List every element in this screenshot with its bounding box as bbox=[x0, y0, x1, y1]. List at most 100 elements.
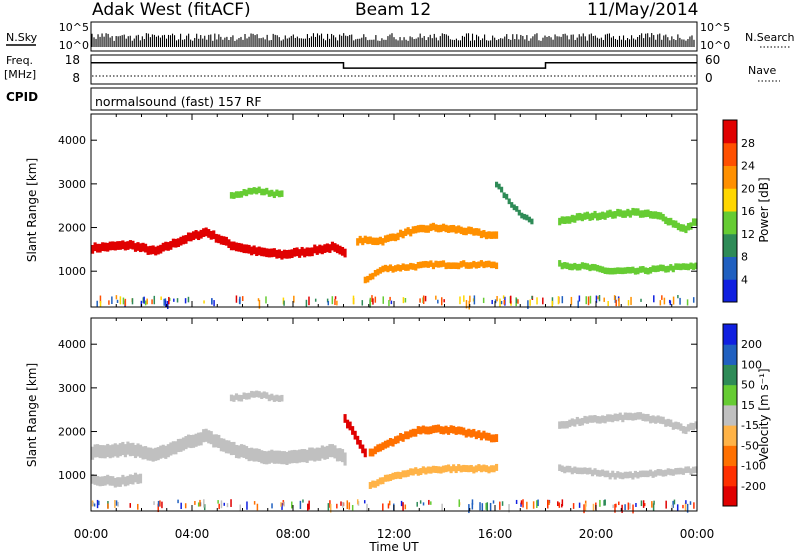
scatter-cell bbox=[651, 265, 655, 272]
scatter-cell bbox=[103, 242, 107, 252]
scatter-cell bbox=[361, 237, 365, 246]
scatter-cell bbox=[596, 264, 600, 272]
scatter-cell bbox=[229, 192, 233, 199]
scatter-cell bbox=[93, 444, 97, 458]
y-tick-label: 1000 bbox=[58, 265, 86, 278]
noise-cell bbox=[197, 502, 200, 507]
noise-cell bbox=[91, 500, 94, 507]
colorbar-tick-label: 200 bbox=[741, 338, 762, 351]
noise-cell bbox=[160, 296, 162, 301]
noise-cell bbox=[382, 296, 384, 304]
scatter-cell bbox=[118, 443, 122, 457]
scatter-cell bbox=[138, 473, 143, 484]
scatter-cell bbox=[252, 245, 256, 255]
scatter-cell bbox=[315, 246, 319, 255]
noise-cell bbox=[388, 300, 390, 307]
noise-cell bbox=[203, 504, 206, 511]
noise-cell bbox=[629, 503, 631, 510]
noise-cell bbox=[440, 297, 443, 306]
colorbar-tick-label: 100 bbox=[741, 358, 762, 371]
noise-cell bbox=[502, 295, 505, 299]
scatter-cell bbox=[409, 228, 413, 237]
scatter-cell bbox=[489, 434, 494, 443]
scatter-cell bbox=[121, 441, 125, 456]
scatter-cell bbox=[247, 392, 251, 400]
nave-label: Nave bbox=[748, 64, 776, 77]
scatter-cell bbox=[654, 265, 658, 273]
scatter-cell bbox=[676, 263, 680, 270]
scatter-cell bbox=[530, 218, 534, 225]
noise-cell bbox=[96, 499, 99, 509]
scatter-cell bbox=[669, 217, 673, 226]
scatter-cell bbox=[459, 465, 463, 473]
velocity-cbar-label: Velocity [m s⁻¹] bbox=[757, 368, 771, 461]
scatter-cell bbox=[517, 209, 521, 216]
noise-cell bbox=[578, 502, 581, 508]
scatter-cell bbox=[111, 444, 115, 458]
freq-label: Freq. bbox=[6, 54, 33, 67]
scatter-cell bbox=[449, 225, 453, 233]
noise-cell bbox=[424, 295, 427, 302]
noise-cell bbox=[253, 501, 256, 505]
scatter-cell bbox=[348, 421, 352, 431]
scatter-cell bbox=[590, 263, 595, 271]
scatter-cell bbox=[654, 470, 658, 477]
scatter-cell bbox=[568, 419, 572, 428]
colorbar-tick-label: 8 bbox=[741, 251, 748, 264]
noise-cell bbox=[177, 499, 179, 504]
scatter-cell bbox=[401, 433, 405, 442]
noise-cell bbox=[489, 502, 492, 512]
scatter-cell bbox=[247, 244, 251, 254]
scatter-cell bbox=[101, 445, 105, 459]
scatter-cell bbox=[659, 469, 663, 476]
noise-cell bbox=[527, 300, 529, 309]
scatter-cell bbox=[381, 442, 385, 451]
scatter-cell bbox=[111, 476, 115, 486]
scatter-cell bbox=[209, 431, 213, 445]
noise-cell bbox=[547, 499, 549, 509]
colorbar-swatch bbox=[723, 256, 737, 280]
scatter-cell bbox=[691, 422, 696, 431]
colorbar-tick-label: 16 bbox=[741, 205, 755, 218]
scatter-cell bbox=[315, 447, 319, 461]
scatter-cell bbox=[239, 394, 244, 402]
scatter-cell bbox=[242, 444, 246, 458]
colorbar-tick-label: 4 bbox=[741, 273, 748, 286]
noise-cell bbox=[515, 499, 518, 504]
scatter-cell bbox=[628, 210, 632, 218]
beam-label: Beam 12 bbox=[355, 0, 432, 20]
scatter-cell bbox=[492, 434, 496, 443]
scatter-cell bbox=[606, 414, 610, 422]
scatter-cell bbox=[113, 443, 117, 457]
scatter-cell bbox=[495, 181, 499, 188]
scatter-cell bbox=[598, 212, 602, 220]
noise-cell bbox=[173, 298, 175, 302]
scatter-cell bbox=[287, 249, 292, 259]
scatter-cell bbox=[136, 474, 140, 484]
noise-cell bbox=[99, 295, 102, 304]
scatter-cell bbox=[161, 444, 165, 458]
scatter-cell bbox=[601, 266, 605, 273]
scatter-cell bbox=[575, 416, 579, 425]
scatter-cell bbox=[585, 467, 590, 475]
scatter-cell bbox=[300, 246, 304, 256]
scatter-cell bbox=[431, 262, 435, 270]
scatter-cell bbox=[641, 413, 645, 421]
scatter-cell bbox=[212, 434, 216, 448]
noise-cell bbox=[346, 500, 349, 510]
noise-cell bbox=[389, 296, 391, 301]
scatter-cell bbox=[482, 261, 486, 269]
scatter-cell bbox=[234, 444, 239, 459]
scatter-cell bbox=[237, 242, 241, 252]
noise-cell bbox=[238, 298, 241, 304]
noise-cell bbox=[561, 503, 563, 508]
scatter-cell bbox=[613, 211, 617, 219]
scatter-cell bbox=[426, 466, 430, 474]
noise-cell bbox=[119, 296, 122, 305]
noise-cell bbox=[258, 299, 261, 309]
scatter-cell bbox=[293, 247, 297, 257]
noise-cell bbox=[220, 500, 223, 509]
noise-cell bbox=[246, 501, 248, 510]
noise-cell bbox=[400, 500, 403, 507]
noise-trace bbox=[91, 33, 695, 47]
